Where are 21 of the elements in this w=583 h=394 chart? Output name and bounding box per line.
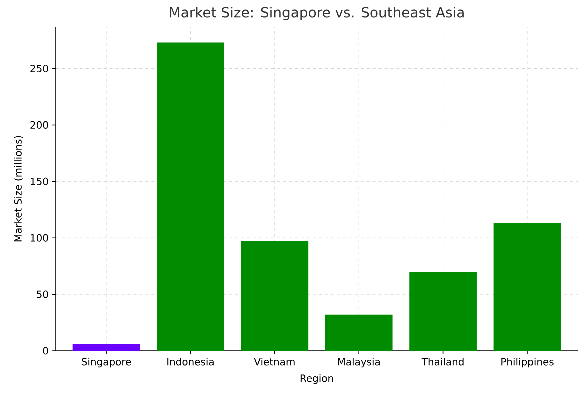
- y-tick-label: 200: [30, 121, 48, 129]
- y-tick-label: 0: [43, 347, 48, 355]
- x-tick-label: Malaysia: [338, 358, 380, 368]
- y-axis-title: Market Size (millions): [14, 136, 24, 242]
- x-tick-label: Thailand: [422, 358, 464, 366]
- y-tick-label: 250: [30, 64, 48, 73]
- bar: [241, 241, 309, 351]
- bar: [410, 272, 477, 351]
- bar: [494, 223, 562, 351]
- y-tick-label: 100: [31, 234, 48, 242]
- x-tick-label: Vietnam: [254, 358, 295, 366]
- x-axis-title: Region: [300, 374, 334, 384]
- bar: [325, 314, 393, 351]
- bar: [72, 344, 140, 351]
- bar: [157, 42, 224, 351]
- y-tick-label: 50: [37, 290, 48, 298]
- y-tick-label: 150: [31, 178, 48, 186]
- x-tick-label: Indonesia: [168, 358, 214, 366]
- x-tick-label: Singapore: [82, 358, 132, 368]
- x-tick-label: Philippines: [502, 358, 554, 368]
- chart-title: Market Size: Singapore vs. Southeast Asia: [170, 7, 464, 21]
